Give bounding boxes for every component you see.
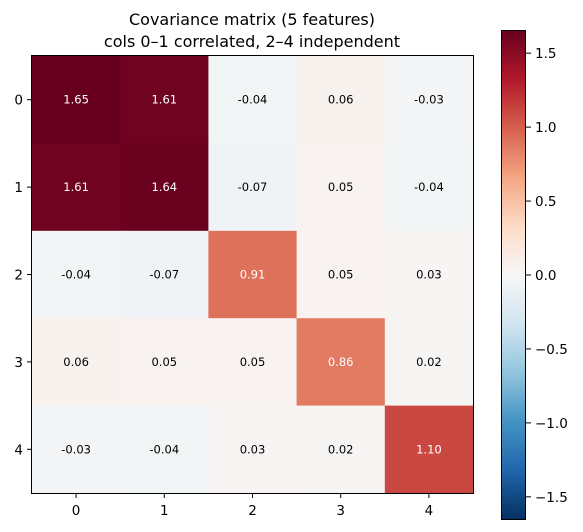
heatmap-cell-label: 1.65 [63,93,89,107]
heatmap-cell-label: 0.86 [328,355,354,369]
heatmap-cell-label: 0.03 [416,268,442,282]
heatmap-cell [32,405,121,494]
chart-title-line-1: Covariance matrix (5 features) [129,10,375,29]
heatmap-cell-label: 0.06 [63,355,89,369]
colorbar-tick-label: 1.0 [535,120,556,136]
colorbar-tick-label: 1.5 [535,46,556,62]
heatmap-cell [384,230,474,319]
colorbar-tick-label: 0.0 [535,268,556,284]
heatmap-cell-label: -0.04 [61,268,91,282]
heatmap-cell-label: 1.61 [63,180,89,194]
colorbar-tick-label: 0.5 [535,194,556,210]
heatmap-cell-label: -0.04 [414,180,444,194]
heatmap-cell-label: -0.07 [238,180,268,194]
heatmap-cell-label: -0.04 [149,442,179,456]
y-tick-label: 1 [14,180,23,196]
heatmap-cell-label: 0.06 [328,93,354,107]
heatmap-cell-label: 0.05 [240,355,266,369]
heatmap-cell [384,318,474,407]
heatmap-cell [384,405,474,494]
heatmap-cell [208,318,298,407]
colorbar [501,30,526,520]
x-axis-ticks: 0 1 2 3 4 [72,493,433,519]
y-tick-label: 3 [14,355,23,371]
x-tick-label: 0 [72,503,81,519]
heatmap-cell-label: -0.03 [414,93,444,107]
heatmap-cell-labels: 1.65 1.61 -0.04 0.06 -0.03 1.61 1.64 -0.07 0.05 -… [61,93,444,457]
x-tick-label: 4 [425,503,434,519]
heatmap-cell [384,56,474,144]
heatmap-cell-label: 1.61 [151,93,177,107]
heatmap-cell [296,318,386,407]
heatmap-cell [120,143,209,232]
heatmap-cell [296,405,386,494]
heatmap-cell [296,56,386,144]
colorbar-tick-label: −1.0 [535,416,568,432]
heatmap-cell [32,230,121,319]
heatmap-cell [296,143,386,232]
x-tick-label: 1 [160,503,169,519]
heatmap-cell [120,56,209,144]
heatmap-cell-label: 1.64 [151,180,177,194]
chart-title-line-2: cols 0–1 correlated, 2–4 independent [104,32,400,51]
heatmap-cells [32,56,474,494]
heatmap-cell-label: 1.10 [416,442,442,456]
heatmap-cell [32,56,121,144]
heatmap-cell [384,143,474,232]
heatmap-cell-label: 0.05 [328,180,354,194]
heatmap-cell-label: 0.05 [328,268,354,282]
heatmap-cell-label: 0.03 [240,442,266,456]
heatmap-cell-label: -0.07 [149,268,179,282]
heatmap-cell-label: 0.02 [328,442,354,456]
x-tick-label: 3 [336,503,345,519]
heatmap-cell-label: -0.03 [61,442,91,456]
x-tick-label: 2 [248,503,257,519]
heatmap-cell-label: 0.91 [240,268,266,282]
heatmap-cell [120,318,209,407]
heatmap-cell [296,230,386,319]
y-tick-label: 2 [14,268,23,284]
colorbar-tick-label: −0.5 [535,342,568,358]
heatmap-cell-label: 0.02 [416,355,442,369]
heatmap-cell [208,143,298,232]
heatmap-cell [32,143,121,232]
heatmap-cell [208,230,298,319]
heatmap-cell-label: 0.05 [151,355,177,369]
heatmap-cell [120,230,209,319]
heatmap-cell [208,56,298,144]
heatmap-cell [120,405,209,494]
y-tick-label: 4 [14,442,23,458]
heatmap-cell [32,318,121,407]
colorbar-tick-label: −1.5 [535,490,568,506]
heatmap-cell [208,405,298,494]
y-tick-label: 0 [14,93,23,109]
colorbar-ticks: −1.5 −1.0 −0.5 0.0 0.5 1.0 1.5 [526,46,568,506]
y-axis-ticks: 0 1 2 3 4 [14,93,32,458]
heatmap-cell-label: -0.04 [238,93,268,107]
